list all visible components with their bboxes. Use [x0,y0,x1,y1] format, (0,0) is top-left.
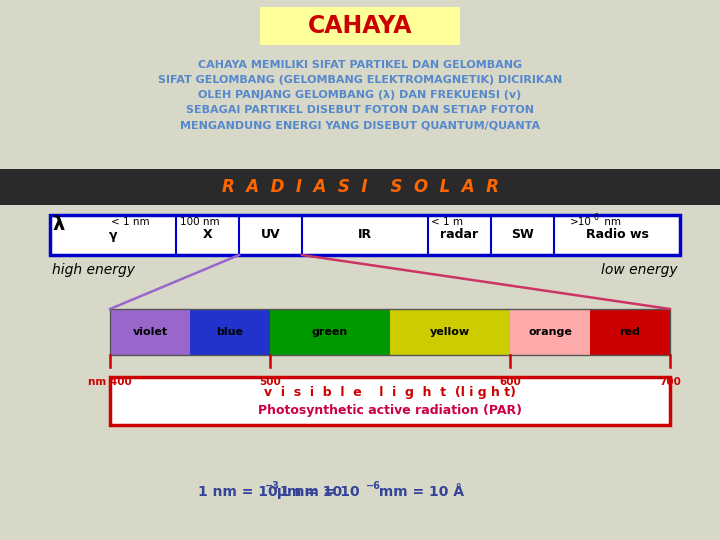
Text: < 1 nm: < 1 nm [111,217,149,227]
Text: −3: −3 [265,481,280,491]
Bar [390,309,510,355]
Text: R  A  D  I  A  S  I    S  O  L  A  R: R A D I A S I S O L A R [222,178,498,196]
Text: Photosynthetic active radiation (PAR): Photosynthetic active radiation (PAR) [258,404,522,417]
Text: violet: violet [132,327,168,337]
Text: orange: orange [528,327,572,337]
Text: γ: γ [109,228,117,241]
Text: nm 400: nm 400 [88,377,132,387]
Bar [190,309,270,355]
Text: CAHAYA: CAHAYA [307,14,413,38]
Text: < 1 m: < 1 m [431,217,463,227]
Bar [110,309,670,355]
Text: green: green [312,327,348,337]
Text: v  i  s  i  b  l  e    l  i  g  h  t  (l i g h t): v i s i b l e l i g h t (l i g h t) [264,386,516,399]
Text: >10: >10 [570,217,592,227]
Text: 100 nm: 100 nm [180,217,220,227]
Text: UV: UV [261,228,280,241]
Text: −6: −6 [366,481,381,491]
Text: mm = 10 Å: mm = 10 Å [374,485,464,499]
Text: red: red [620,327,640,337]
Bar [110,377,670,425]
Text: 1 nm = 10: 1 nm = 10 [198,485,278,499]
Bar [50,215,680,255]
Text: X: X [203,228,212,241]
Text: nm: nm [601,217,621,227]
Text: yellow: yellow [430,327,470,337]
Bar [590,309,670,355]
Text: 6: 6 [594,213,599,221]
Bar [110,309,190,355]
Text: high energy: high energy [52,263,135,277]
Text: radar: radar [441,228,479,241]
Text: μm = 10: μm = 10 [272,485,342,499]
Text: SW: SW [511,228,534,241]
Text: IR: IR [358,228,372,241]
Text: λ: λ [52,215,64,234]
Bar [270,309,390,355]
Bar [260,7,460,45]
Text: CAHAYA MEMILIKI SIFAT PARTIKEL DAN GELOMBANG
SIFAT GELOMBANG (GELOMBANG ELEKTROM: CAHAYA MEMILIKI SIFAT PARTIKEL DAN GELOM… [158,59,562,130]
Text: 700: 700 [659,377,681,387]
Bar [510,309,590,355]
Bar [0,169,720,205]
Text: blue: blue [217,327,243,337]
Text: 600: 600 [499,377,521,387]
Text: 500: 500 [259,377,281,387]
Text: low energy: low energy [601,263,678,277]
Text: Radio ws: Radio ws [585,228,649,241]
Text: 1 nm = 10: 1 nm = 10 [280,485,360,499]
